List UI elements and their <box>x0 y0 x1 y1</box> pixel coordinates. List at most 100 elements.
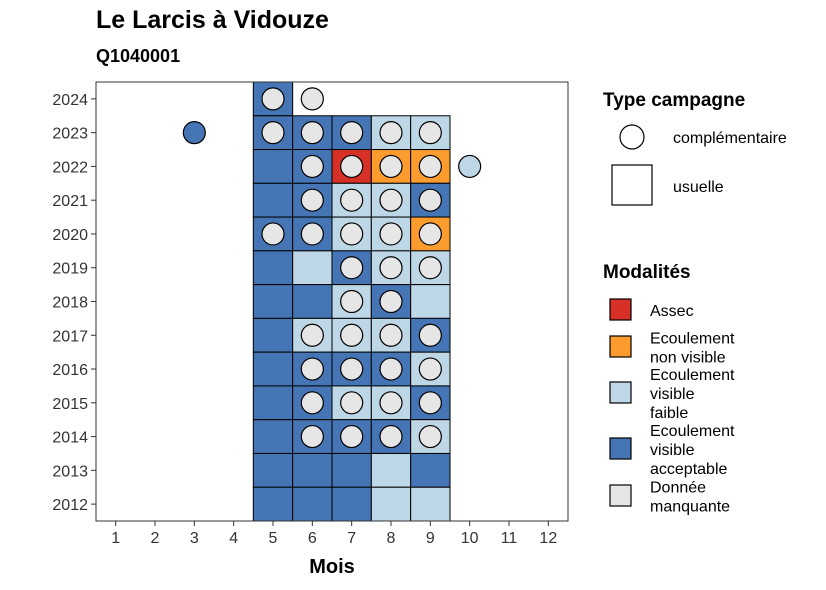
point-complementaire <box>340 424 364 449</box>
point-complementaire <box>458 154 482 179</box>
tile-usuelle <box>252 419 294 454</box>
tile-usuelle <box>292 250 333 286</box>
point-complementaire <box>340 357 364 381</box>
x-tick-label: 2 <box>151 530 160 547</box>
point-complementaire <box>418 188 442 212</box>
x-tick-label: 5 <box>269 530 278 547</box>
point-complementaire <box>340 121 364 145</box>
tile-usuelle <box>252 149 294 184</box>
point-complementaire <box>340 323 364 347</box>
tile-usuelle <box>292 452 333 488</box>
y-tick-label: 2015 <box>52 396 88 413</box>
y-tick-label: 2021 <box>52 193 88 210</box>
point-complementaire <box>379 222 403 246</box>
legend-label-assec: Assec <box>650 303 694 320</box>
legend-key-nonvisible <box>609 335 632 358</box>
point-complementaire <box>300 87 324 111</box>
legend-label-manquante: Donnée <box>650 480 706 497</box>
legend-label-acceptable: acceptable <box>650 461 727 478</box>
y-tick-label: 2023 <box>52 126 88 143</box>
point-complementaire <box>379 424 403 449</box>
tile-usuelle <box>252 486 294 522</box>
x-tick-label: 4 <box>229 530 238 547</box>
point-complementaire <box>379 121 403 145</box>
point-complementaire <box>418 154 442 179</box>
point-complementaire <box>261 222 285 246</box>
y-tick-label: 2019 <box>52 261 88 278</box>
point-complementaire <box>418 357 442 381</box>
point-complementaire <box>300 323 324 347</box>
complementaire-points-layer <box>182 87 482 449</box>
legend-label-nonvisible: non visible <box>650 350 726 367</box>
usuelle-tiles-layer <box>252 81 451 522</box>
tile-usuelle <box>370 486 412 522</box>
point-complementaire <box>300 391 324 415</box>
y-tick-label: 2013 <box>52 463 88 480</box>
y-tick-label: 2012 <box>52 497 88 514</box>
legend-label-manquante: manquante <box>650 499 730 516</box>
tile-usuelle <box>292 284 333 319</box>
x-tick-label: 10 <box>461 530 479 547</box>
legend-square-key <box>611 164 653 206</box>
point-complementaire <box>379 391 403 415</box>
x-tick-label: 6 <box>308 530 317 547</box>
point-complementaire <box>300 154 324 179</box>
x-tick-label: 12 <box>539 530 557 547</box>
tile-usuelle <box>410 452 451 488</box>
point-complementaire <box>379 154 403 179</box>
point-complementaire <box>340 391 364 415</box>
x-tick-label: 7 <box>347 530 356 547</box>
legend-key-assec <box>609 298 632 321</box>
axes-layer: 1 2 3 4 5 6 7 8 9 10 11 122012201320142015201620172… <box>52 92 557 547</box>
point-complementaire <box>379 256 403 280</box>
x-tick-label: 8 <box>387 530 396 547</box>
x-tick-label: 1 <box>111 530 120 547</box>
tile-usuelle <box>410 284 451 319</box>
tile-usuelle <box>410 486 451 522</box>
tile-usuelle <box>252 351 294 387</box>
point-complementaire <box>418 121 442 145</box>
legend-label-faible: faible <box>650 405 688 422</box>
point-complementaire <box>418 323 442 347</box>
legend-circle-key <box>619 124 645 150</box>
legend-modalites-title: Modalités <box>603 262 691 283</box>
legend-key-acceptable <box>609 437 632 460</box>
y-tick-label: 2024 <box>52 92 88 109</box>
x-tick-label: 9 <box>426 530 435 547</box>
point-complementaire <box>340 188 364 212</box>
point-complementaire <box>261 87 285 111</box>
tile-usuelle <box>252 284 294 319</box>
legend-key-manquante <box>609 484 632 507</box>
legend-campaign-title: Type campagne <box>603 90 745 111</box>
tile-usuelle <box>252 452 294 488</box>
chart-title: Le Larcis à Vidouze <box>96 6 329 34</box>
point-complementaire <box>300 188 324 212</box>
tile-usuelle <box>292 486 333 522</box>
y-tick-label: 2016 <box>52 362 88 379</box>
legend-usuelle-label: usuelle <box>673 179 724 196</box>
tile-usuelle <box>370 452 412 488</box>
y-tick-label: 2018 <box>52 295 88 312</box>
point-complementaire <box>379 357 403 381</box>
point-complementaire <box>300 222 324 246</box>
point-complementaire <box>379 188 403 212</box>
point-complementaire <box>340 289 364 314</box>
point-complementaire <box>418 391 442 415</box>
point-complementaire <box>340 154 364 179</box>
legend-label-faible: visible <box>650 386 695 403</box>
point-complementaire <box>418 256 442 280</box>
point-complementaire <box>182 121 206 145</box>
tile-usuelle <box>252 250 294 286</box>
y-tick-label: 2017 <box>52 328 88 345</box>
x-axis-title: Mois <box>309 556 355 578</box>
point-complementaire <box>300 424 324 449</box>
legend-complementaire-label: complémentaire <box>673 130 787 147</box>
point-complementaire <box>300 121 324 145</box>
legend-label-nonvisible: Ecoulement <box>650 331 735 348</box>
point-complementaire <box>379 289 403 314</box>
x-tick-label: 11 <box>501 530 518 547</box>
legend-label-faible: Ecoulement <box>650 367 735 384</box>
tile-usuelle <box>252 182 294 218</box>
